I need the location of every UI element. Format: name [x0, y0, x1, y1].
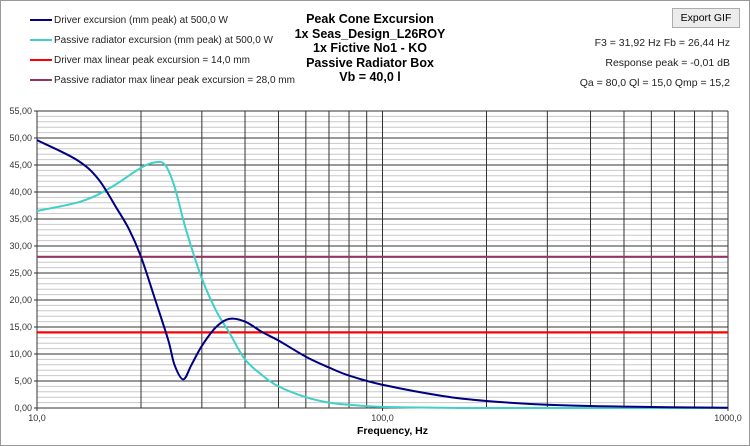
f3-fb-readout: F3 = 31,92 Hz Fb = 26,44 Hz	[594, 37, 730, 49]
title-line: Peak Cone Excursion	[306, 12, 434, 26]
response-peak-readout: Response peak = -0,01 dB	[605, 57, 730, 69]
legend-swatch	[30, 19, 52, 21]
legend: Driver excursion (mm peak) at 500,0 W Pa…	[30, 10, 295, 90]
legend-item-passive: Passive radiator excursion (mm peak) at …	[30, 30, 295, 50]
chart-title: Peak Cone Excursion 1x Seas_Design_L26RO…	[270, 12, 470, 85]
y-tick-label: 20,00	[9, 295, 32, 305]
series-line-0	[36, 139, 729, 409]
y-tick-label: 30,00	[9, 241, 32, 251]
y-tick-label: 35,00	[9, 214, 32, 224]
y-tick-label: 25,00	[9, 268, 32, 278]
x-tick-label: 100,0	[371, 413, 394, 423]
y-tick-label: 5,00	[14, 376, 32, 386]
y-tick-label: 0,00	[14, 403, 32, 413]
title-line: Passive Radiator Box	[306, 55, 434, 70]
q-readout: Qa = 80,0 Ql = 15,0 Qmp = 15,2	[579, 77, 730, 89]
y-tick-label: 55,00	[9, 106, 32, 116]
y-tick-label: 15,00	[9, 322, 32, 332]
x-tick-label: 1000,0	[714, 413, 742, 423]
title-line: 1x Seas_Design_L26ROY	[294, 26, 446, 41]
legend-label: Driver max linear peak excursion = 14,0 …	[54, 54, 250, 66]
legend-item-passive-max: Passive radiator max linear peak excursi…	[30, 70, 295, 90]
legend-swatch	[30, 39, 52, 41]
y-tick-label: 40,00	[9, 187, 32, 197]
export-gif-button[interactable]: Export GIF	[672, 8, 740, 28]
x-tick-label: 10,0	[28, 413, 46, 423]
legend-item-driver: Driver excursion (mm peak) at 500,0 W	[30, 10, 295, 30]
y-tick-label: 50,00	[9, 133, 32, 143]
y-tick-label: 45,00	[9, 160, 32, 170]
legend-label: Driver excursion (mm peak) at 500,0 W	[54, 14, 228, 26]
legend-label: Passive radiator max linear peak excursi…	[54, 74, 295, 86]
y-tick-label: 10,00	[9, 349, 32, 359]
series-line-1	[36, 160, 729, 410]
legend-item-driver-max: Driver max linear peak excursion = 14,0 …	[30, 50, 295, 70]
legend-label: Passive radiator excursion (mm peak) at …	[54, 34, 273, 46]
legend-swatch	[30, 59, 52, 61]
title-line: Vb = 40,0 l	[339, 70, 401, 84]
x-axis-label: Frequency, Hz	[357, 425, 428, 437]
legend-swatch	[30, 79, 52, 81]
title-line: 1x Fictive No1 - KO	[313, 41, 427, 55]
info-panel: F3 = 31,92 Hz Fb = 26,44 Hz Response pea…	[580, 33, 730, 93]
